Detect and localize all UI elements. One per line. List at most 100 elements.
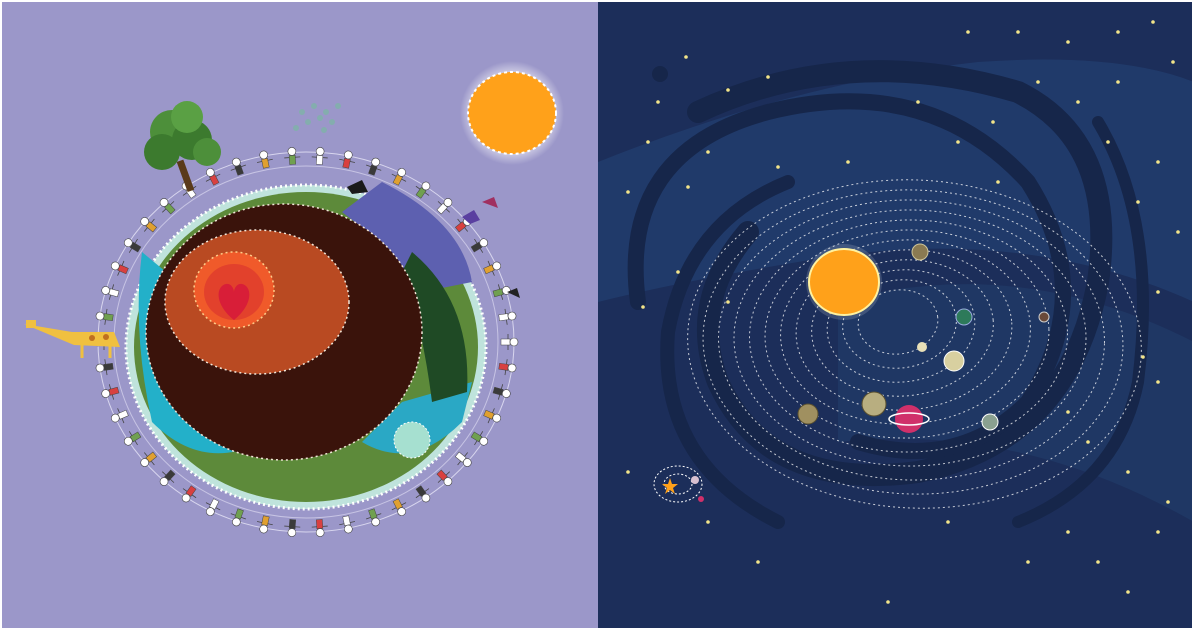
person-figure — [181, 485, 197, 503]
sun-icon — [460, 61, 564, 165]
person-figure — [498, 359, 517, 376]
star — [1116, 80, 1120, 84]
black-cat-icon — [347, 180, 368, 194]
person-figure — [230, 508, 246, 527]
planet-icon — [797, 243, 1050, 433]
person-figure — [205, 168, 221, 186]
star — [1151, 20, 1155, 24]
earth-globe — [124, 182, 488, 511]
star — [1171, 60, 1175, 64]
solar-system-panel — [598, 2, 1192, 628]
person-figure — [159, 469, 176, 486]
person-figure — [470, 238, 489, 253]
person-figure — [498, 308, 517, 325]
star — [966, 30, 970, 34]
star — [1176, 230, 1180, 234]
person-figure — [483, 408, 502, 424]
tree-icon — [144, 101, 221, 193]
star — [1136, 200, 1140, 204]
orbit-ring — [702, 189, 1124, 495]
orbit-ring — [826, 269, 976, 383]
orbit-ring — [795, 249, 1013, 411]
star — [1066, 40, 1070, 44]
planet-earth — [955, 308, 973, 326]
orbit-ring — [764, 229, 1050, 439]
star — [1156, 530, 1160, 534]
person-figure — [123, 431, 142, 446]
star — [956, 140, 960, 144]
person-figure — [500, 334, 519, 350]
earth-illustration — [2, 2, 598, 628]
orbit-ring — [733, 209, 1087, 467]
star — [626, 470, 630, 474]
star — [1016, 30, 1020, 34]
earth-panel — [2, 2, 598, 628]
star — [626, 190, 630, 194]
person-figure — [205, 498, 221, 516]
person-figure — [311, 519, 328, 537]
star — [726, 88, 730, 92]
person-figure — [415, 485, 431, 503]
person-figure — [95, 359, 114, 376]
star — [1076, 100, 1080, 104]
planet-5 — [861, 391, 887, 417]
solar-system-illustration — [598, 2, 1192, 628]
star — [1066, 410, 1070, 414]
orbit-ring — [687, 179, 1142, 509]
person-figure — [339, 150, 356, 169]
star — [1116, 30, 1120, 34]
planet-1 — [911, 243, 929, 261]
orbit-ring — [857, 289, 939, 355]
planet-2 — [1038, 311, 1050, 323]
person-figure — [391, 168, 407, 186]
person-figure — [492, 284, 511, 300]
orbit-ring — [718, 199, 1105, 481]
star — [846, 160, 850, 164]
person-figure — [110, 408, 129, 424]
person-figure — [391, 498, 407, 516]
star — [1156, 290, 1160, 294]
star — [1126, 470, 1130, 474]
bird-icon — [462, 197, 520, 298]
person-figure — [101, 284, 120, 300]
person-figure — [256, 515, 273, 534]
star — [676, 270, 680, 274]
person-figure — [436, 198, 453, 215]
person-figure — [339, 515, 356, 534]
star — [1086, 440, 1090, 444]
star — [1156, 380, 1160, 384]
star — [1106, 140, 1110, 144]
planet-6 — [797, 403, 819, 425]
star — [1126, 590, 1130, 594]
person-figure — [256, 150, 273, 169]
mini-solar-system-icon — [653, 465, 704, 503]
orbit-ring — [749, 219, 1068, 453]
person-figure — [366, 508, 382, 527]
person-figure — [284, 519, 301, 537]
star — [684, 55, 688, 59]
planet-3 — [917, 342, 927, 352]
heart-icon — [218, 283, 250, 320]
person-figure — [140, 217, 158, 233]
person-figure — [230, 157, 246, 176]
person-figure — [311, 147, 328, 165]
person-figure — [101, 384, 120, 400]
spiral-galaxy-icon — [627, 60, 1149, 529]
orbit-rings — [687, 179, 1142, 509]
person-figure — [415, 181, 431, 199]
star — [656, 100, 660, 104]
star — [1066, 530, 1070, 534]
planet-4 — [943, 350, 965, 372]
star — [766, 75, 770, 79]
giraffe-icon — [24, 320, 120, 358]
star — [646, 140, 650, 144]
person-figure — [366, 157, 382, 176]
ringed-planet — [888, 405, 930, 433]
orbit-ring — [811, 259, 994, 397]
person-figure — [436, 469, 453, 486]
star — [706, 520, 710, 524]
star — [916, 100, 920, 104]
star — [1036, 80, 1040, 84]
star — [946, 520, 950, 524]
